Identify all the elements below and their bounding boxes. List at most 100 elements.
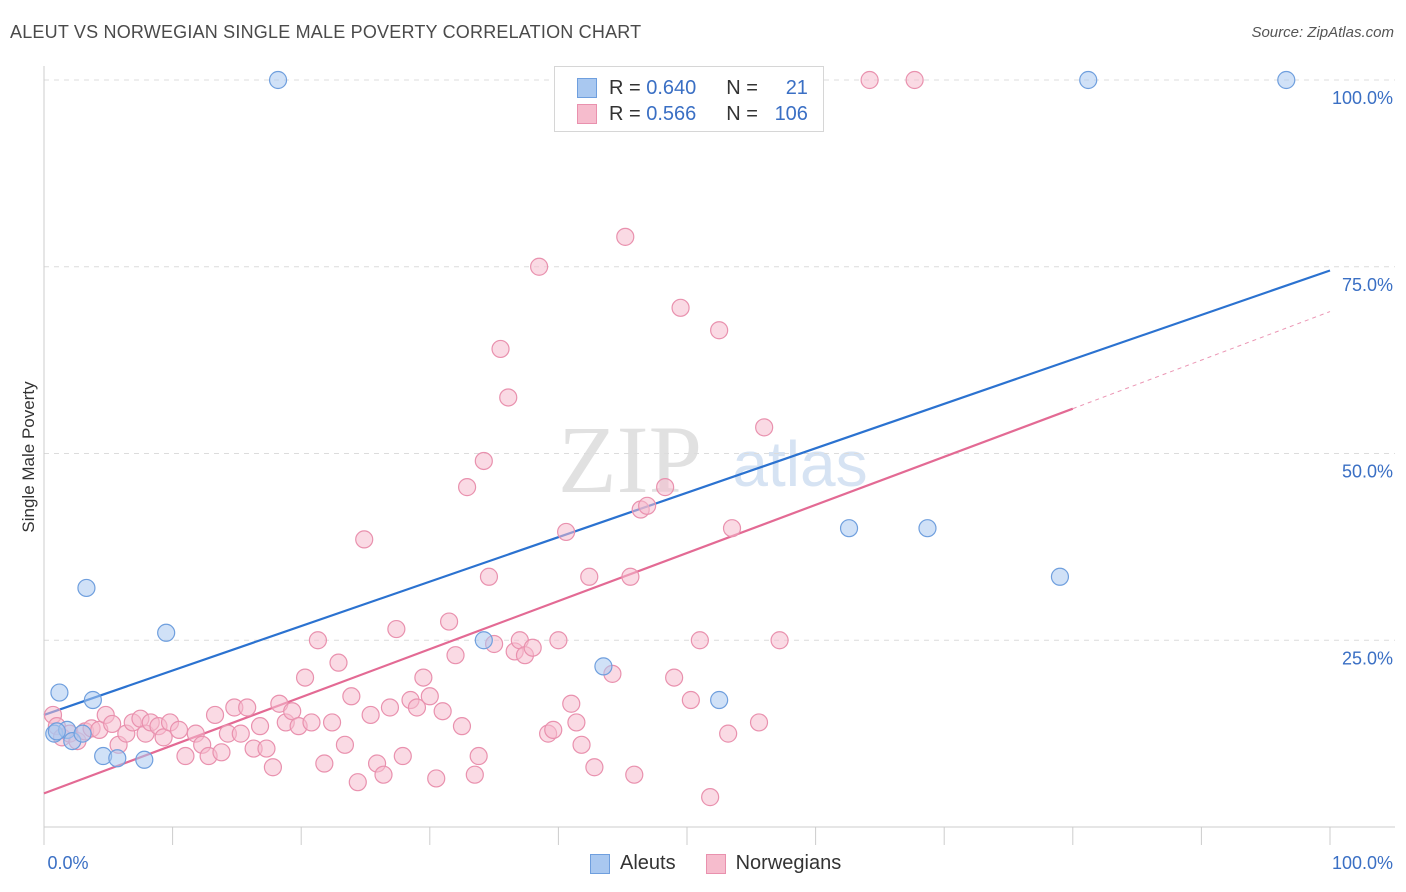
aleut-point <box>135 750 154 769</box>
norwegian-point <box>315 754 334 773</box>
norwegians-swatch <box>705 853 726 874</box>
norwegian-point <box>671 298 690 317</box>
norwegian-point <box>231 724 250 743</box>
norwegian-point <box>427 769 446 788</box>
norwegian-point <box>681 690 700 710</box>
aleut-point <box>47 722 66 741</box>
norwegian-point <box>562 694 581 713</box>
norwegian-point <box>530 257 549 276</box>
norwegian-point <box>656 478 675 497</box>
norwegian-point <box>433 702 452 721</box>
r-value: 0.566 <box>646 102 697 125</box>
aleut-point <box>268 70 288 90</box>
n-label: N = <box>726 76 758 99</box>
aleut-point <box>77 578 96 598</box>
aleut-trend-line <box>43 269 1331 716</box>
aleut-point <box>1050 567 1070 586</box>
watermark-atlas: atlas <box>732 428 867 500</box>
legend-label-aleuts: Aleuts <box>620 852 676 874</box>
norwegian-point <box>452 717 472 736</box>
norwegian-point <box>361 705 380 725</box>
source-label: Source: ZipAtlas.com <box>1251 24 1394 41</box>
n-value: 106 <box>774 102 808 125</box>
norwegian-trend-extension <box>1072 311 1331 410</box>
legend-item-norwegians[interactable]: Norwegians <box>705 852 842 875</box>
norwegian-point <box>719 724 738 743</box>
norwegian-point <box>439 612 459 631</box>
norwegian-point <box>457 478 477 497</box>
x-tick-label: 0.0% <box>47 853 88 873</box>
norwegian-trend-line <box>43 407 1074 795</box>
legend-label-norwegians: Norwegians <box>735 852 842 874</box>
norwegian-point <box>616 227 635 246</box>
norwegian-point <box>103 714 122 734</box>
norwegian-point <box>335 735 355 754</box>
norwegian-point <box>355 530 374 549</box>
y-tick-label: 25.0% <box>1342 648 1393 668</box>
y-tick-label: 100.0% <box>1332 88 1393 108</box>
aleut-point <box>594 657 613 676</box>
norwegian-point <box>523 638 542 657</box>
legend-row-aleuts: R = 0.640 N = 21 <box>577 75 808 101</box>
norwegian-point <box>414 668 433 687</box>
aleuts-swatch <box>590 853 610 874</box>
norwegian-point <box>380 698 400 717</box>
y-tick-label: 50.0% <box>1342 462 1393 482</box>
norwegian-point <box>387 619 406 639</box>
norwegian-point <box>469 746 488 766</box>
norwegian-point <box>549 631 568 650</box>
norwegian-point <box>212 743 231 762</box>
norwegian-point <box>701 788 720 807</box>
norwegian-point <box>205 705 225 725</box>
y-tick-label: 75.0% <box>1342 275 1393 295</box>
norwegian-point <box>905 70 924 90</box>
norwegian-point <box>479 567 499 586</box>
legend-row-norwegians: R = 0.566 N = 106 <box>577 101 808 127</box>
norwegian-point <box>544 720 563 739</box>
r-label: R = <box>609 102 641 125</box>
norwegian-point <box>263 758 283 777</box>
norwegian-point <box>749 713 769 732</box>
legend-item-aleuts[interactable]: Aleuts <box>590 852 676 875</box>
series-legend: Aleuts Norwegians <box>590 852 871 875</box>
norwegian-point <box>625 765 644 784</box>
norwegian-point <box>572 735 591 754</box>
norwegian-point <box>474 451 493 471</box>
aleut-point <box>839 519 859 538</box>
norwegian-point <box>176 746 195 766</box>
norwegian-point <box>374 765 393 784</box>
norwegian-point <box>342 687 361 706</box>
r-label: R = <box>609 76 641 99</box>
norwegian-point <box>585 758 604 777</box>
y-axis-label: Single Male Poverty <box>19 381 38 533</box>
norwegian-point <box>283 702 302 721</box>
stats-legend: R = 0.640 N = 21 R = 0.566 N = 106 <box>554 66 824 132</box>
n-label: N = <box>726 102 758 125</box>
norwegian-point <box>491 339 510 359</box>
aleut-point <box>1277 70 1296 90</box>
norwegian-point <box>621 567 640 586</box>
aleut-point <box>1079 70 1098 90</box>
norwegian-point <box>446 646 465 665</box>
x-tick-label: 100.0% <box>1332 853 1393 873</box>
norwegian-point <box>638 496 657 515</box>
norwegian-point <box>154 728 173 747</box>
aleut-point <box>73 724 92 743</box>
aleut-point <box>474 631 493 650</box>
norwegian-point <box>755 418 774 437</box>
norwegian-point <box>250 717 270 736</box>
aleuts-swatch <box>577 78 597 98</box>
norwegian-point <box>348 773 367 792</box>
n-value: 21 <box>785 76 808 99</box>
norwegian-point <box>580 567 599 586</box>
norwegian-point <box>407 698 427 717</box>
aleut-point <box>710 690 729 710</box>
norwegian-point <box>322 713 342 732</box>
aleut-point <box>83 690 102 710</box>
norwegian-point <box>710 321 729 340</box>
norwegian-point <box>557 522 576 542</box>
norwegian-point <box>393 746 412 766</box>
norwegian-point <box>169 720 189 739</box>
norwegian-point <box>860 70 879 90</box>
